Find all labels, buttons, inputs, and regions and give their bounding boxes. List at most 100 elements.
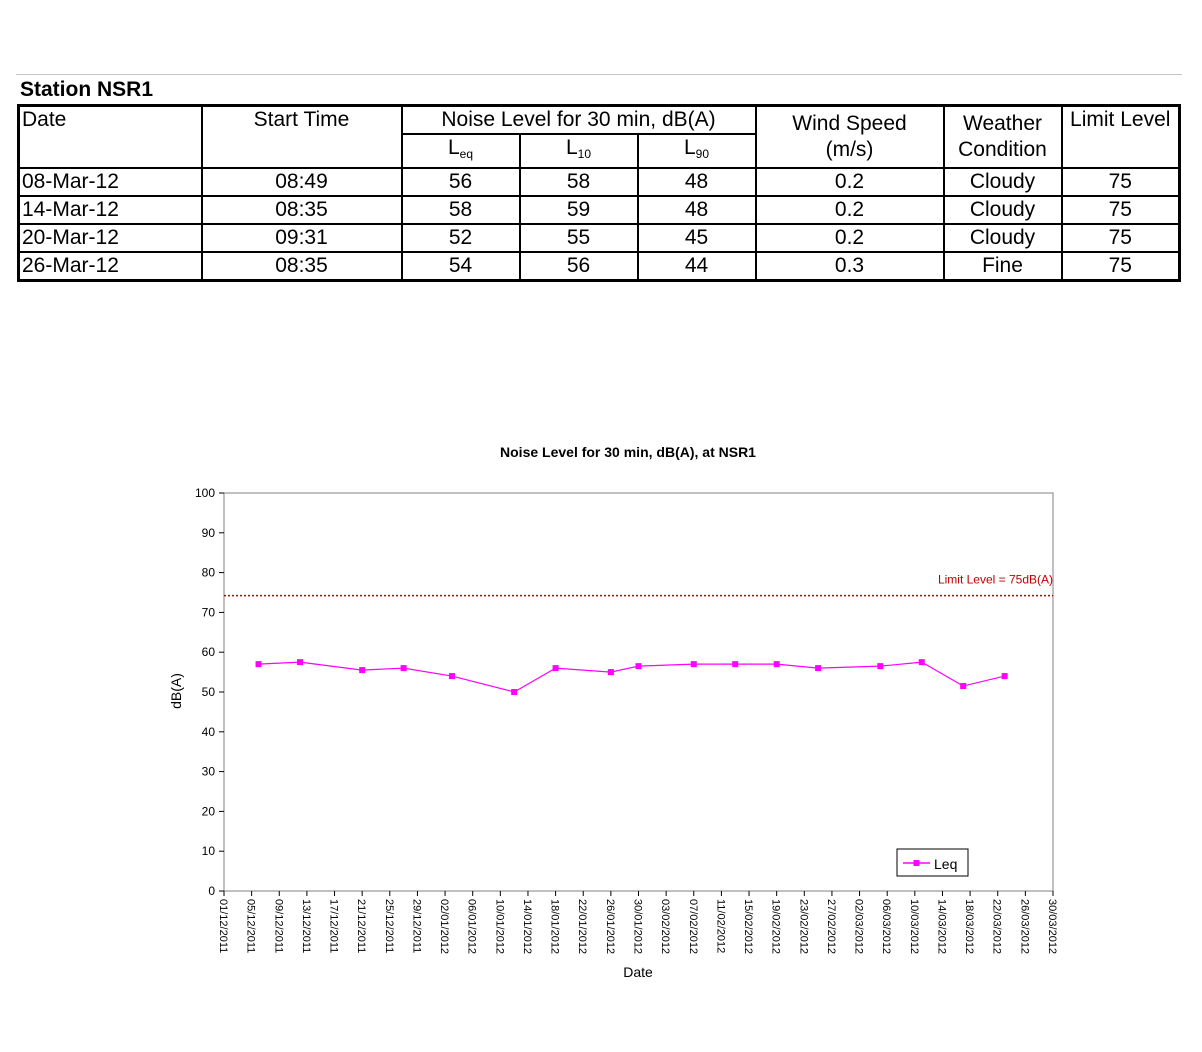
x-tick-label: 26/01/2012	[604, 899, 616, 954]
x-tick-label: 18/01/2012	[549, 899, 561, 954]
y-tick-label: 90	[202, 526, 216, 540]
cell-wind: 0.2	[754, 223, 945, 253]
x-tick-label: 22/01/2012	[576, 899, 588, 954]
data-point	[773, 661, 780, 668]
header-l10-main: L	[565, 136, 578, 159]
data-point	[1001, 673, 1008, 680]
x-tick-label: 19/02/2012	[770, 899, 782, 954]
x-tick-label: 26/03/2012	[1018, 899, 1030, 954]
header-start-time: Start Time	[200, 104, 403, 169]
header-wind-line1: Wind Speed	[792, 112, 907, 135]
header-l10-sub: 10	[577, 147, 592, 161]
x-tick-label: 10/03/2012	[908, 899, 920, 954]
header-limit-level: Limit Level	[1060, 104, 1181, 169]
y-tick-label: 0	[208, 884, 215, 898]
cell-limit: 75	[1060, 223, 1181, 253]
header-wind-line2: (m/s)	[825, 138, 874, 161]
cell-weather: Cloudy	[942, 195, 1063, 225]
series-line-leq	[258, 661, 1005, 693]
x-tick-label: 06/03/2012	[880, 899, 892, 954]
cell-limit: 75	[1060, 251, 1181, 282]
header-leq-main: L	[447, 136, 460, 159]
limit-label: Limit Level = 75dB(A)	[938, 573, 1053, 587]
x-axis-label: Date	[623, 964, 653, 980]
header-l90-main: L	[683, 136, 696, 159]
header-noise-level: Noise Level for 30 min, dB(A)	[400, 104, 757, 135]
x-tick-label: 11/02/2012	[714, 899, 726, 953]
legend-label: Leq	[934, 856, 957, 872]
cell-limit: 75	[1060, 167, 1181, 197]
y-tick-label: 50	[202, 685, 216, 699]
header-leq: Leq	[400, 133, 521, 169]
y-tick-label: 20	[202, 804, 216, 818]
x-tick-label: 30/01/2012	[632, 899, 644, 954]
data-point	[552, 665, 559, 672]
data-point	[296, 659, 303, 666]
cell-wind: 0.2	[754, 195, 945, 225]
table-row: 14-Mar-12 08:35 58 59 48 0.2 Cloudy 75	[17, 195, 1181, 225]
x-axis: 01/12/2011 05/12/2011 09/12/2011 13/12/2011…	[217, 891, 1058, 954]
cell-weather: Cloudy	[942, 167, 1063, 197]
cell-leq: 56	[400, 167, 521, 197]
data-point	[732, 661, 739, 668]
x-tick-label: 13/12/2011	[300, 899, 312, 953]
data-point	[815, 665, 822, 672]
cell-wind: 0.2	[754, 167, 945, 197]
data-point	[690, 661, 697, 668]
table-row: 26-Mar-12 08:35 54 56 44 0.3 Fine 75	[17, 251, 1181, 282]
cell-weather: Fine	[942, 251, 1063, 282]
plot-area	[223, 492, 1054, 892]
cell-date: 08-Mar-12	[17, 167, 203, 197]
cell-l90: 44	[636, 251, 757, 282]
cell-start-time: 08:49	[200, 167, 403, 197]
cell-leq: 54	[400, 251, 521, 282]
data-point	[960, 683, 967, 690]
legend-box	[896, 848, 969, 877]
reference-lines: Limit Level = 75dB(A)	[224, 573, 1053, 597]
x-tick-label: 14/01/2012	[521, 899, 533, 954]
y-tick-label: 70	[202, 605, 216, 619]
noise-chart: Noise Level for 30 min, dB(A), at NSR1 d…	[168, 444, 1058, 980]
x-tick-label: 15/02/2012	[742, 899, 754, 954]
table-row: 08-Mar-12 08:49 56 58 48 0.2 Cloudy 75	[17, 167, 1181, 197]
x-tick-label: 02/01/2012	[438, 899, 450, 954]
legend: Leq	[896, 848, 969, 877]
y-tick-label: 100	[195, 486, 215, 500]
x-tick-label: 14/03/2012	[935, 899, 947, 954]
header-leq-sub: eq	[459, 147, 474, 161]
noise-table: Date Start Time Noise Level for 30 min, …	[17, 104, 1181, 282]
cell-l90: 48	[636, 195, 757, 225]
data-point	[635, 663, 642, 670]
cell-l10: 55	[518, 223, 639, 253]
data-point	[359, 667, 366, 674]
cell-start-time: 09:31	[200, 223, 403, 253]
header-weather-line2: Condition	[958, 138, 1047, 161]
x-tick-label: 01/12/2011	[217, 899, 229, 953]
x-tick-label: 21/12/2011	[355, 899, 367, 953]
x-tick-label: 03/02/2012	[659, 899, 671, 954]
cell-l10: 56	[518, 251, 639, 282]
cell-weather: Cloudy	[942, 223, 1063, 253]
table-row: 20-Mar-12 09:31 52 55 45 0.2 Cloudy 75	[17, 223, 1181, 253]
series-layer	[255, 659, 1008, 695]
x-tick-label: 05/12/2011	[245, 899, 257, 953]
data-point	[877, 663, 884, 670]
data-point	[255, 661, 262, 668]
x-tick-label: 23/02/2012	[797, 899, 809, 954]
cell-l10: 58	[518, 167, 639, 197]
data-point	[400, 665, 407, 672]
data-point	[511, 689, 518, 695]
x-tick-label: 27/02/2012	[825, 899, 837, 954]
cell-l10: 59	[518, 195, 639, 225]
y-tick-label: 80	[202, 566, 216, 580]
cell-l90: 48	[636, 167, 757, 197]
data-point	[607, 669, 614, 676]
x-tick-label: 07/02/2012	[687, 899, 699, 954]
x-tick-label: 25/12/2011	[383, 899, 395, 953]
cell-limit: 75	[1060, 195, 1181, 225]
x-tick-label: 09/12/2011	[272, 899, 284, 953]
legend-marker-square-icon	[913, 860, 920, 866]
x-tick-label: 22/03/2012	[991, 899, 1003, 954]
data-point	[918, 659, 925, 666]
x-tick-label: 18/03/2012	[963, 899, 975, 954]
